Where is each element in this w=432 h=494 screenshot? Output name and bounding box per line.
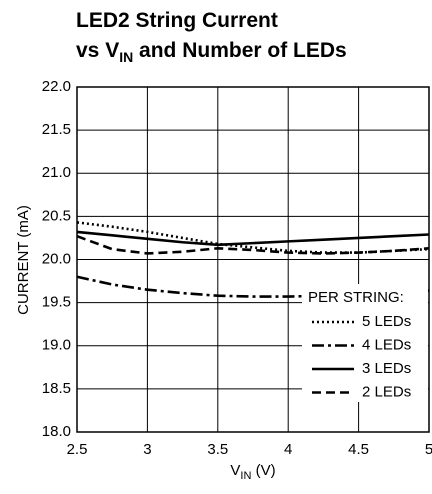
x-tick-label: 3.5 bbox=[207, 441, 228, 458]
legend-box bbox=[302, 284, 428, 402]
chart-title: LED2 String Current bbox=[76, 9, 278, 32]
y-tick-label: 21.0 bbox=[42, 164, 71, 181]
title-subscript: IN bbox=[119, 49, 133, 65]
title-part: vs V bbox=[76, 39, 119, 62]
x-tick-label: 2.5 bbox=[67, 441, 88, 458]
title-part: and Number of LEDs bbox=[133, 39, 347, 62]
y-tick-label: 21.5 bbox=[42, 121, 71, 138]
plot-frame bbox=[76, 86, 430, 433]
x-tick-label: 3 bbox=[143, 441, 151, 458]
y-tick-label: 20.5 bbox=[42, 207, 71, 224]
y-tick-label: 18.5 bbox=[42, 380, 71, 397]
y-axis-label: CURRENT (mA) bbox=[15, 205, 32, 315]
y-tick-label: 20.0 bbox=[42, 250, 71, 267]
x-tick-label: 4.5 bbox=[348, 441, 369, 458]
legend-label: 4 LEDs bbox=[362, 336, 411, 353]
legend-label: 5 LEDs bbox=[362, 313, 411, 330]
x-tick-label: 5 bbox=[425, 441, 432, 458]
legend-label: 2 LEDs bbox=[362, 383, 411, 400]
x-axis-label: VIN (V) bbox=[230, 462, 275, 482]
chart-title: vs VIN and Number of LEDs bbox=[76, 39, 347, 65]
series-line bbox=[76, 234, 430, 255]
x-label-part: V bbox=[230, 462, 240, 479]
x-label-part: (V) bbox=[251, 462, 275, 479]
y-tick-label: 19.5 bbox=[42, 294, 71, 311]
series-line bbox=[76, 230, 430, 247]
y-tick-label: 19.0 bbox=[42, 337, 71, 354]
x-label-subscript: IN bbox=[240, 470, 251, 482]
legend-label: 3 LEDs bbox=[362, 360, 411, 377]
x-tick-label: 4 bbox=[284, 441, 292, 458]
y-tick-label: 22.0 bbox=[42, 78, 71, 95]
legend: PER STRING: 5 LEDs 4 LEDs 3 LEDs 2 LEDs bbox=[302, 284, 428, 402]
legend-title: PER STRING: bbox=[308, 289, 404, 306]
y-tick-label: 18.0 bbox=[42, 423, 71, 440]
